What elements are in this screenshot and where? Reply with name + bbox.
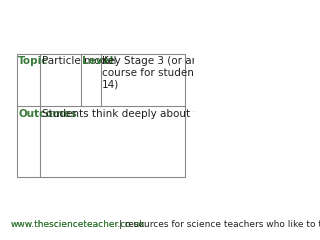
Text: | resources for science teachers who like to think: | resources for science teachers who lik…	[116, 220, 320, 229]
Text: Students think deeply about the particle model: Students think deeply about the particle…	[42, 109, 289, 119]
Text: Topic: Topic	[18, 56, 49, 66]
Text: www.thescienceteacher.co.uk: www.thescienceteacher.co.uk	[11, 220, 146, 229]
Text: www.thescienceteacher.co.uk: www.thescienceteacher.co.uk	[11, 220, 146, 229]
Text: Level: Level	[82, 56, 113, 66]
Text: Outcomes: Outcomes	[18, 109, 77, 119]
Text: Key Stage 3 (or any other
course for students aged 11-
14): Key Stage 3 (or any other course for stu…	[102, 56, 253, 90]
Bar	[17, 54, 185, 177]
Text: Particle model: Particle model	[42, 56, 116, 66]
